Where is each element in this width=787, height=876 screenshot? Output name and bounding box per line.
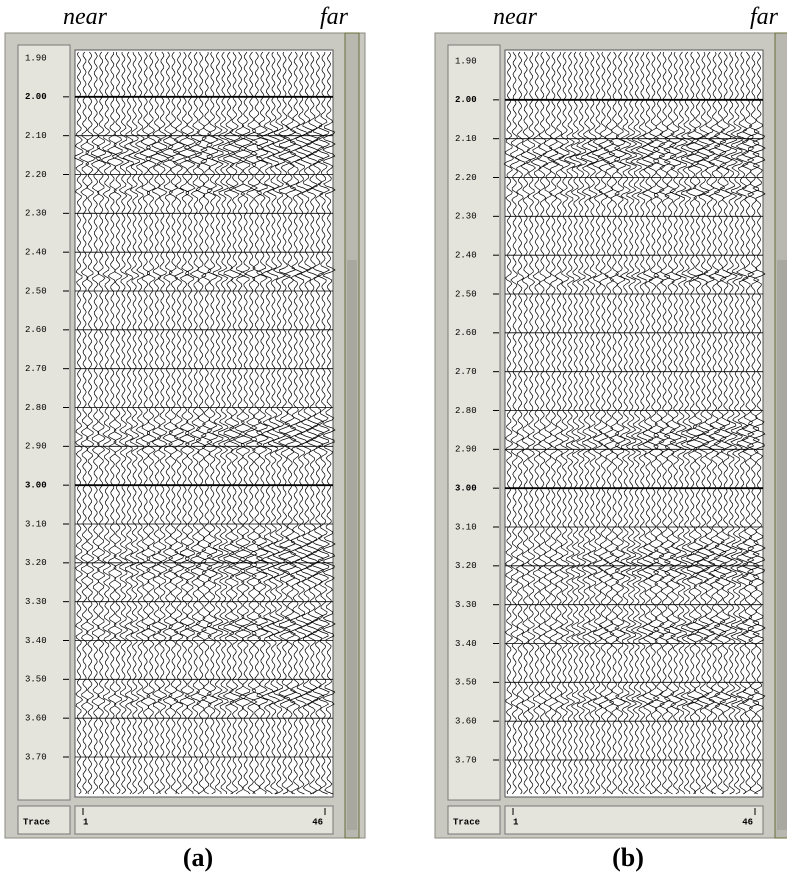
trace-tick-label: 1 [83,817,89,827]
scroll-thumb [347,260,357,830]
time-tick-label: 3.60 [455,717,477,727]
time-tick-label: 2.60 [455,328,477,338]
time-tick-label: 2.00 [455,95,477,105]
time-tick-label: 2.70 [25,364,47,374]
time-tick-label: 2.30 [25,209,47,219]
near-label: near [493,4,538,30]
time-tick-label: 2.50 [455,289,477,299]
time-tick-label: 2.10 [25,131,47,141]
time-tick-label: 3.20 [25,558,47,568]
time-tick-label: 3.60 [25,714,47,724]
trace-label: Trace [23,817,50,827]
caption: (a) [183,843,213,872]
time-tick-label: 2.10 [455,134,477,144]
trace-label: Trace [453,817,480,827]
time-tick-label: 2.70 [455,367,477,377]
time-tick-label: 2.80 [455,406,477,416]
trace-tick-label: 1 [513,817,519,827]
time-tick-label: 2.30 [455,212,477,222]
time-tick-label: 3.30 [25,597,47,607]
time-tick-label: 3.30 [455,600,477,610]
time-tick-label: 3.10 [455,522,477,532]
near-label: near [63,4,108,30]
time-axis-box [18,45,70,800]
time-tick-label: 3.40 [455,639,477,649]
time-tick-label: 3.40 [25,636,47,646]
trace-tick-label: 46 [312,817,323,827]
time-tick-label: 2.20 [25,170,47,180]
trace-tick-label: 46 [742,817,753,827]
time-tick-label: 2.90 [25,442,47,452]
time-tick-label: 2.20 [455,173,477,183]
far-label: far [750,4,779,30]
time-tick-label: 3.10 [25,519,47,529]
time-tick-label: 2.40 [455,251,477,261]
figure: near far 1.90 2.00 2.10 2.20 2.30 2.40 2.50 2.60 2… [0,0,787,876]
time-tick-label: 3.70 [455,755,477,765]
trace-axis-box [75,806,333,834]
time-tick-label: 3.00 [455,484,477,494]
time-tick-label: 1.90 [25,53,47,63]
far-label: far [320,4,349,30]
time-tick-label: 1.90 [455,56,477,66]
time-tick-label: 3.00 [25,481,47,491]
time-tick-label: 3.20 [455,561,477,571]
time-tick-label: 2.40 [25,248,47,258]
time-tick-label: 3.50 [25,675,47,685]
time-tick-label: 3.70 [25,752,47,762]
trace-axis-box [505,806,763,834]
time-tick-label: 2.80 [25,403,47,413]
time-tick-label: 3.50 [455,678,477,688]
time-tick-label: 2.00 [25,92,47,102]
scroll-thumb [777,260,787,830]
caption: (b) [612,843,644,872]
time-tick-label: 2.60 [25,325,47,335]
time-tick-label: 2.90 [455,445,477,455]
time-tick-label: 2.50 [25,286,47,296]
